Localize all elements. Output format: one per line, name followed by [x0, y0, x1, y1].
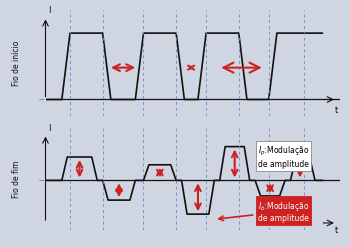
Text: $I_b$:Modulação
de amplitude: $I_b$:Modulação de amplitude [219, 200, 309, 223]
Text: —: — [38, 178, 44, 183]
Text: I: I [48, 5, 51, 15]
Text: —: — [38, 97, 44, 102]
Text: Fio de início: Fio de início [12, 40, 21, 86]
Text: $I_p$:Modulação
de amplitude: $I_p$:Modulação de amplitude [258, 145, 309, 169]
Text: Fio de fim: Fio de fim [12, 160, 21, 198]
Text: t: t [335, 106, 338, 115]
Text: I: I [48, 124, 51, 133]
Text: t: t [335, 226, 338, 235]
